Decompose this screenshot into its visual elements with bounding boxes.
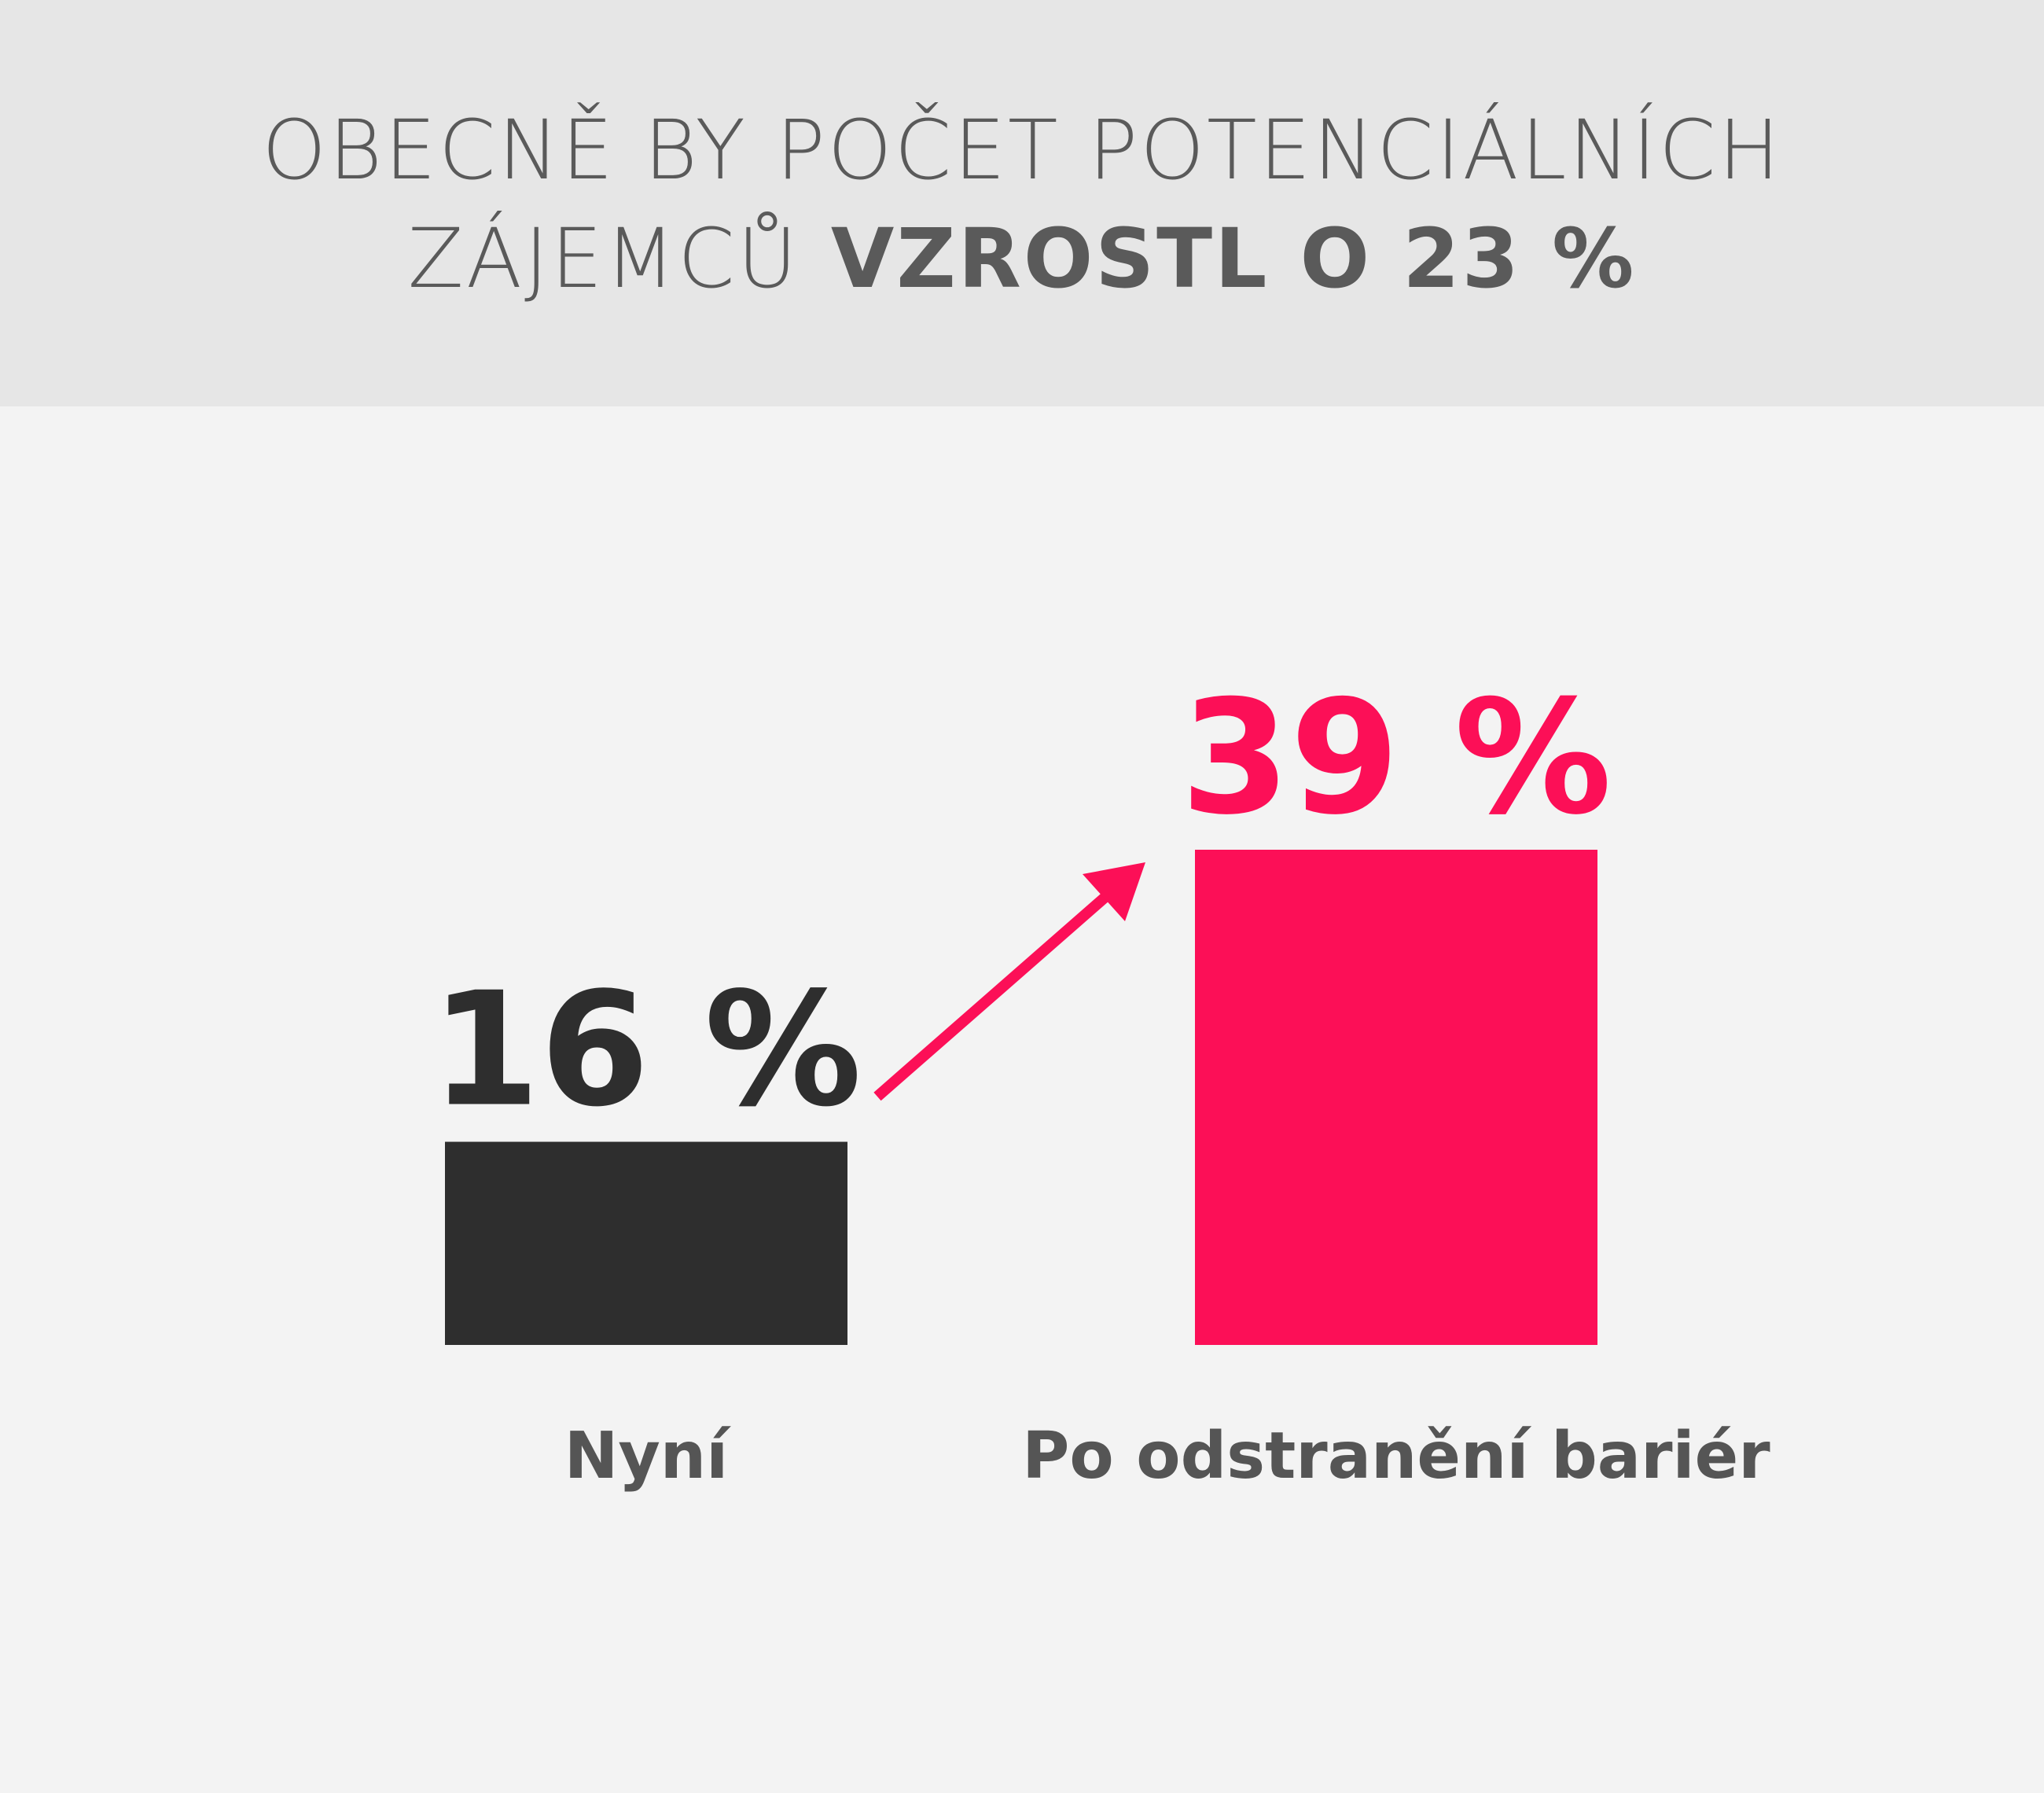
- category-label-2: Po odstranění bariér: [1022, 1419, 1770, 1494]
- chart-title-emphasis: VZROSTL O 23 %: [830, 211, 1637, 307]
- category-label-1: Nyní: [564, 1419, 731, 1494]
- data-label-1: 16 %: [431, 959, 862, 1142]
- increase-arrow-head: [1083, 862, 1145, 921]
- header-band: [0, 0, 2044, 406]
- chart-title-light: ZÁJEMCŮ: [407, 211, 800, 307]
- bar-2: [1195, 850, 1597, 1345]
- bar-1: [445, 1141, 847, 1345]
- chart-title-line2: ZÁJEMCŮ VZROSTL O 23 %: [0, 211, 2044, 307]
- increase-arrow-shaft: [873, 893, 1108, 1101]
- chart-title-line1: OBECNĚ BY POČET POTENCIÁLNÍCH: [262, 102, 1782, 198]
- data-label-2: 39 %: [1181, 667, 1612, 850]
